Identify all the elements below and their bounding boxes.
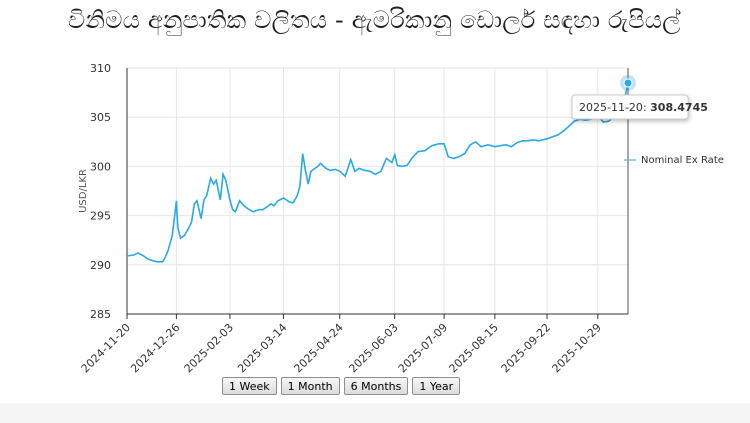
tooltip-box bbox=[571, 94, 689, 120]
x-tick-label: 2025-09-22 bbox=[499, 321, 553, 375]
tooltip-sep: : bbox=[643, 101, 650, 114]
grid-lines bbox=[126, 67, 628, 314]
y-tick-label: 300 bbox=[90, 160, 111, 173]
range-1-month-button[interactable]: 1 Month bbox=[280, 377, 340, 395]
tooltip: 2025-11-20: 308.4745 bbox=[571, 94, 708, 120]
x-tick-label: 2024-12-26 bbox=[128, 321, 182, 375]
legend[interactable]: Nominal Ex Rate bbox=[624, 155, 724, 166]
tooltip-text: 2025-11-20: 308.4745 bbox=[579, 101, 708, 114]
tooltip-date: 2025-11-20 bbox=[579, 101, 643, 114]
x-tick-label: 2024-11-20 bbox=[79, 321, 133, 375]
y-tick-labels: 285 290 295 300 305 310 bbox=[90, 62, 111, 321]
footer-band bbox=[0, 403, 750, 423]
x-tick-label: 2025-10-29 bbox=[550, 321, 604, 375]
tooltip-value: 308.4745 bbox=[650, 101, 708, 114]
page-title: විනිමය අනුපාතික වලිතය - ඇමරිකානු ඩොලර් ස… bbox=[68, 6, 681, 34]
x-tick-label: 2025-02-03 bbox=[182, 321, 236, 375]
x-tick-label: 2025-07-09 bbox=[396, 321, 450, 375]
x-tick-label: 2025-08-15 bbox=[447, 321, 501, 375]
range-1-year-button[interactable]: 1 Year bbox=[412, 377, 461, 395]
y-tick-label: 290 bbox=[90, 259, 111, 272]
range-buttons: 1 Week 1 Month 6 Months 1 Year bbox=[222, 377, 461, 395]
y-axis-title: USD/LKR bbox=[78, 169, 89, 213]
y-tick-label: 295 bbox=[90, 210, 111, 223]
range-1-week-button[interactable]: 1 Week bbox=[222, 377, 277, 395]
y-tick-label: 310 bbox=[90, 62, 111, 75]
x-tick-label: 2025-06-03 bbox=[346, 321, 400, 375]
y-tick-label: 285 bbox=[90, 308, 111, 321]
x-tick-label: 2025-04-24 bbox=[291, 321, 345, 375]
x-tick-label: 2025-03-14 bbox=[235, 321, 289, 375]
series-line-nominal-ex-rate[interactable] bbox=[126, 82, 629, 263]
legend-label: Nominal Ex Rate bbox=[641, 155, 724, 166]
axes bbox=[126, 68, 628, 319]
y-tick-label: 305 bbox=[90, 111, 111, 124]
hover-point[interactable] bbox=[623, 78, 633, 88]
range-6-months-button[interactable]: 6 Months bbox=[343, 377, 409, 395]
